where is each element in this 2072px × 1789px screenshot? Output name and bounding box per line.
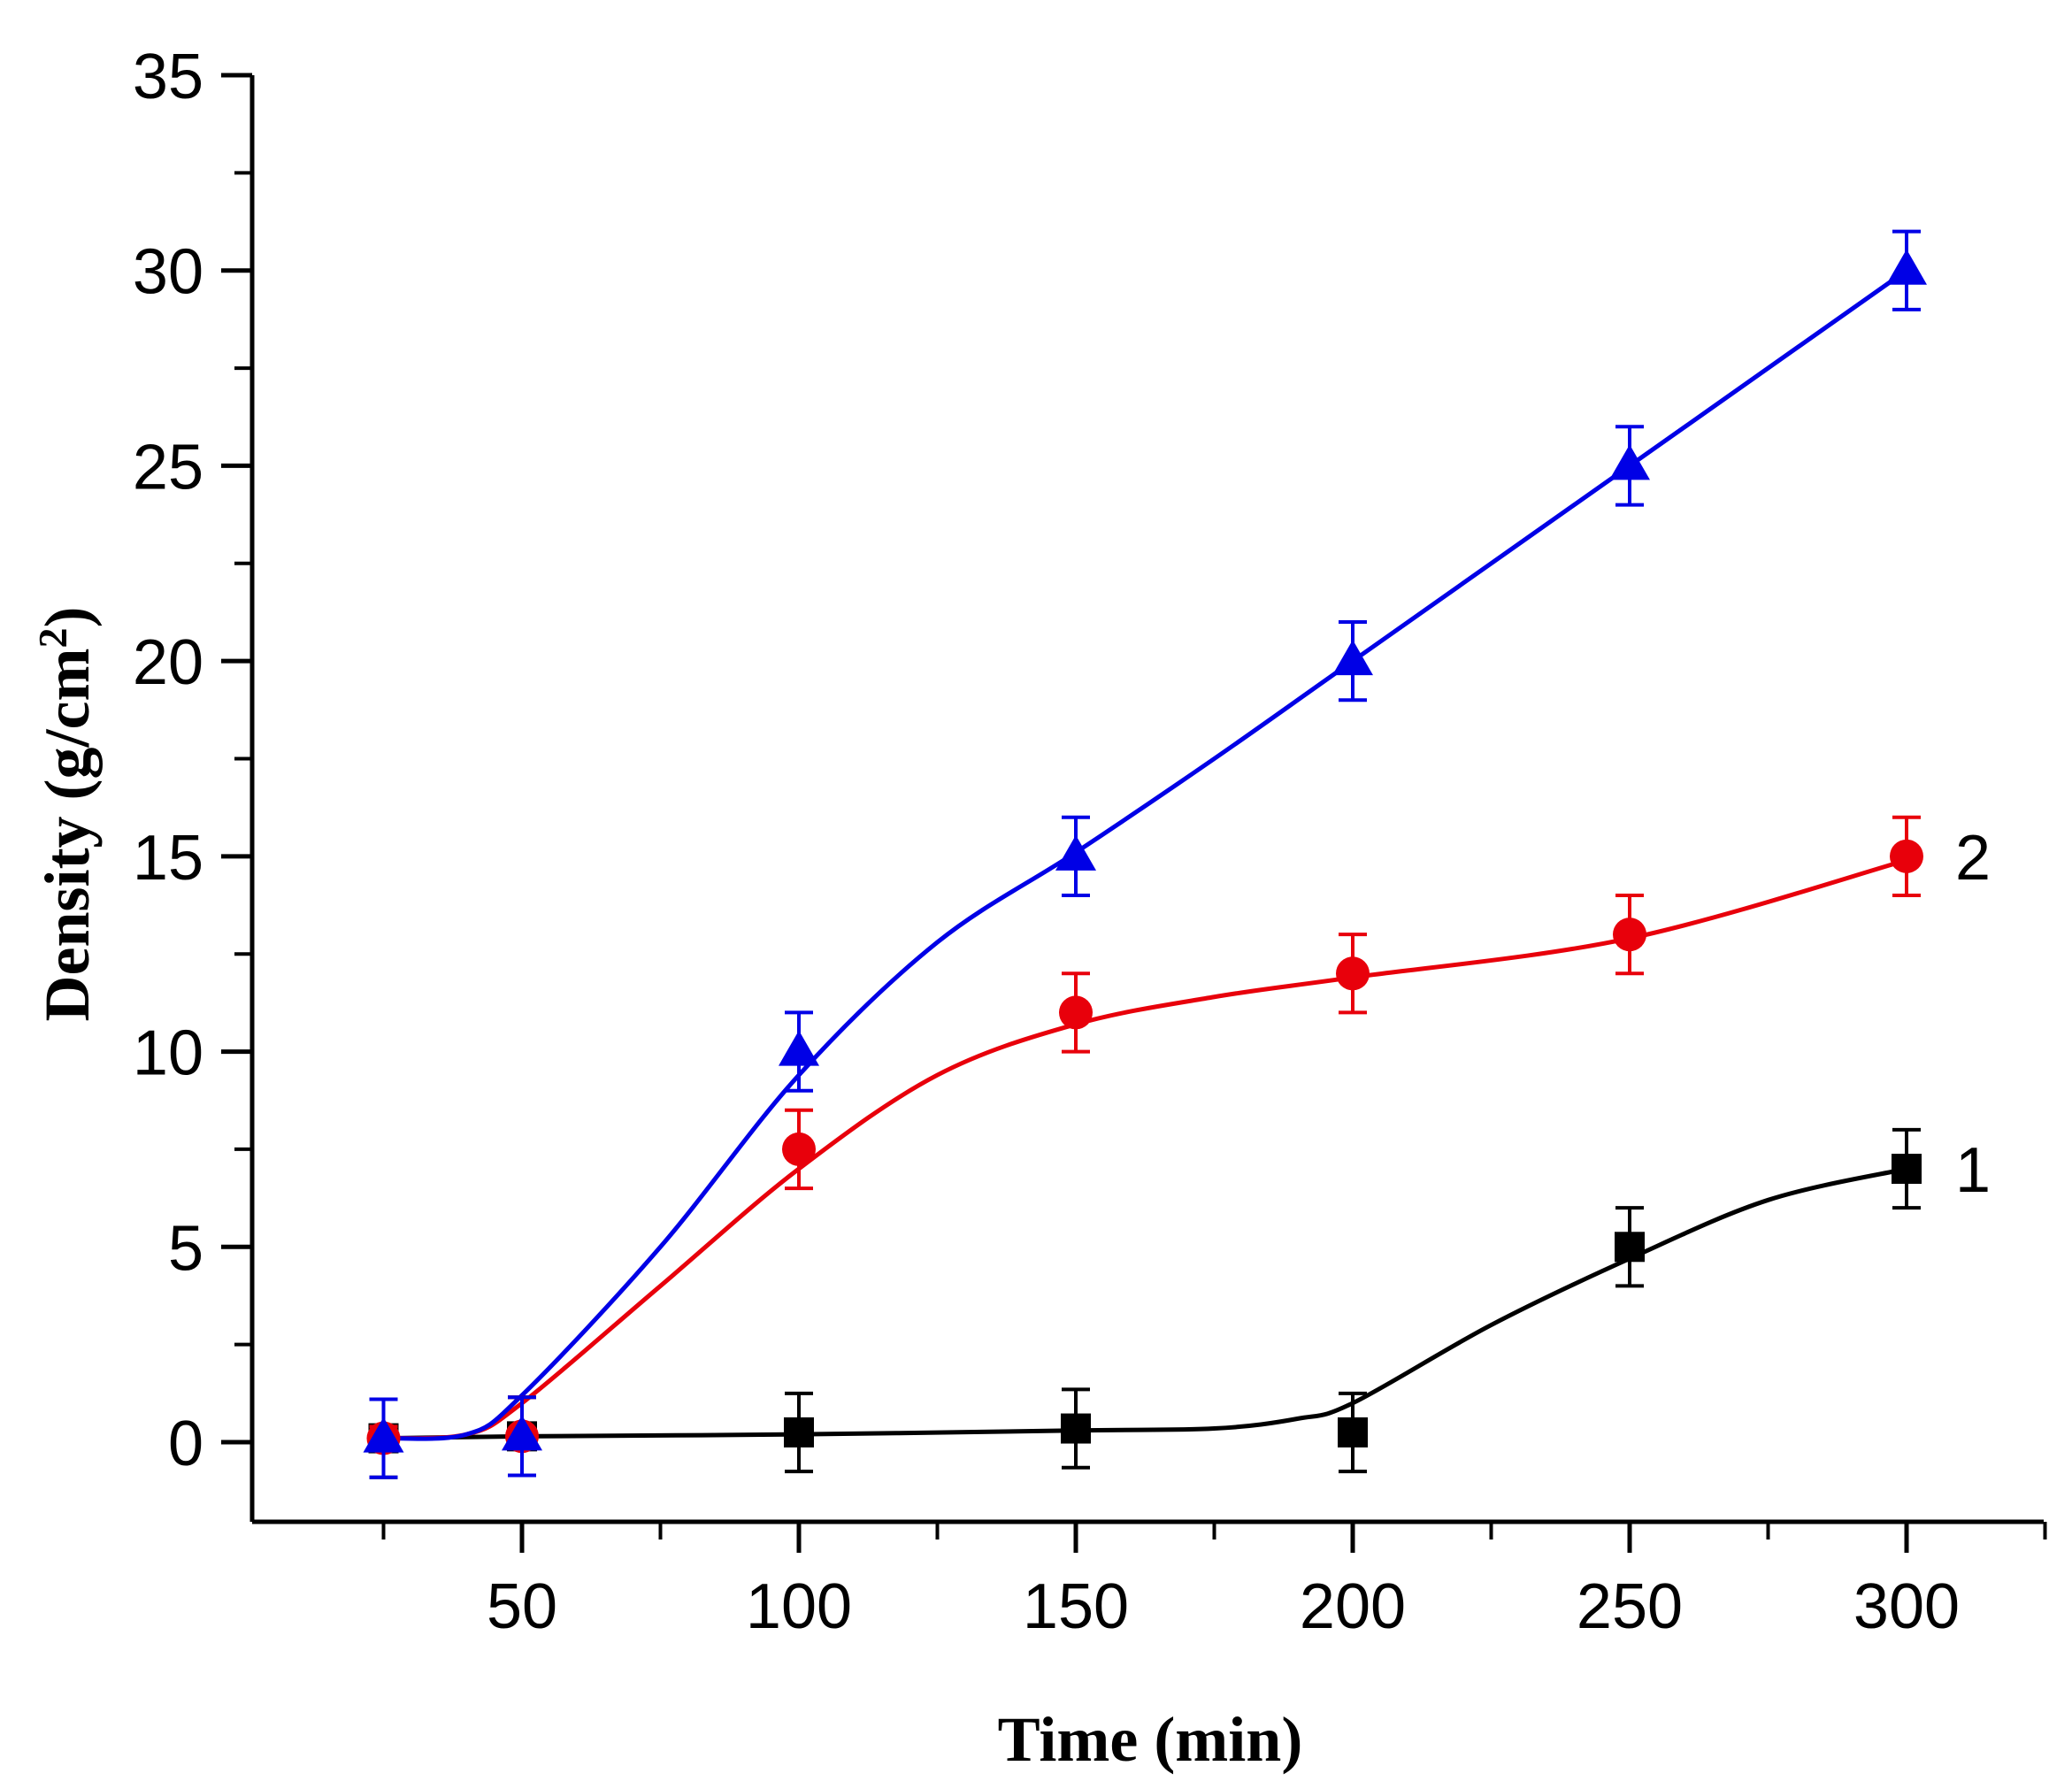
x-tick-label: 250 [1577,1571,1683,1642]
series-3-point [1886,249,1927,285]
series-3-point [502,1415,542,1451]
series-1-point [1338,1417,1368,1447]
series-3-point [1609,444,1650,480]
y-tick-label: 25 [133,432,203,503]
y-axis-title-close: ) [32,607,103,628]
labels-layer: 0 5 10 15 20 25 30 35 50 100 150 200 250 300 1 2 [133,42,1991,1642]
y-tick-label: 30 [133,237,203,308]
series-2-point [782,1132,816,1166]
series-2-point [1613,918,1646,952]
series-2-fit-line [383,857,1907,1441]
series-3-point [363,1417,404,1453]
markers-layer [363,229,1927,1479]
y-tick-label: 5 [168,1213,203,1284]
x-tick-label: 150 [1023,1571,1129,1642]
series-2-label: 2 [1955,823,1991,894]
series-3-fit-line [383,268,1908,1441]
series-1-point [1615,1232,1645,1263]
x-axis-title: Time (min) [998,1704,1303,1775]
x-tick-label: 200 [1300,1571,1406,1642]
y-axis-title: Density (g/cm2) [30,607,104,1022]
y-tick-label: 35 [133,42,203,112]
y-tick-label: 20 [133,627,203,698]
fit-curves-layer [383,268,1908,1441]
y-axis-title-main: Density (g/cm [32,649,103,1022]
y-tick-label: 15 [133,823,203,894]
series-3-point [779,1030,819,1066]
x-tick-label: 300 [1853,1571,1960,1642]
series-2-point [1890,839,1923,873]
series-2-point [1059,995,1093,1030]
series-1-point [1892,1154,1922,1184]
series-1-point [784,1417,814,1447]
series-3-point [1332,640,1373,676]
series-2-point [1336,956,1370,991]
y-axis-title-superscript: 2 [30,628,75,649]
axes-layer [221,73,2047,1553]
series-1-label: 1 [1955,1135,1991,1206]
series-1-fit-line [383,1166,1907,1441]
series-3-point [1055,834,1096,871]
x-tick-label: 100 [746,1571,852,1642]
x-tick-label: 50 [487,1571,557,1642]
series-1-point [1061,1413,1091,1444]
y-tick-label: 0 [168,1409,203,1479]
y-tick-label: 10 [133,1018,203,1089]
